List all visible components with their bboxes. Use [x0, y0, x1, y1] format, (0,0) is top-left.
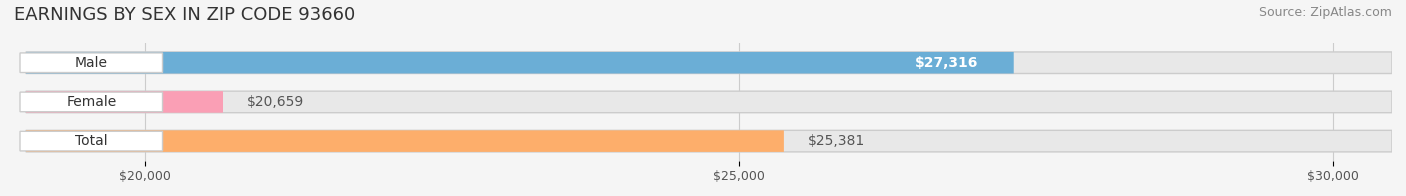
FancyBboxPatch shape: [20, 92, 163, 112]
FancyBboxPatch shape: [20, 53, 163, 73]
FancyBboxPatch shape: [25, 91, 1392, 113]
Text: $27,316: $27,316: [915, 56, 979, 70]
FancyBboxPatch shape: [20, 131, 163, 151]
FancyBboxPatch shape: [25, 52, 1392, 74]
Text: Total: Total: [75, 134, 108, 148]
Text: $20,659: $20,659: [247, 95, 304, 109]
Text: Male: Male: [75, 56, 108, 70]
Text: Source: ZipAtlas.com: Source: ZipAtlas.com: [1258, 6, 1392, 19]
FancyBboxPatch shape: [25, 130, 785, 152]
Text: Female: Female: [66, 95, 117, 109]
FancyBboxPatch shape: [25, 91, 224, 113]
Text: EARNINGS BY SEX IN ZIP CODE 93660: EARNINGS BY SEX IN ZIP CODE 93660: [14, 6, 356, 24]
Text: $25,381: $25,381: [807, 134, 865, 148]
FancyBboxPatch shape: [25, 52, 1014, 74]
FancyBboxPatch shape: [25, 130, 1392, 152]
